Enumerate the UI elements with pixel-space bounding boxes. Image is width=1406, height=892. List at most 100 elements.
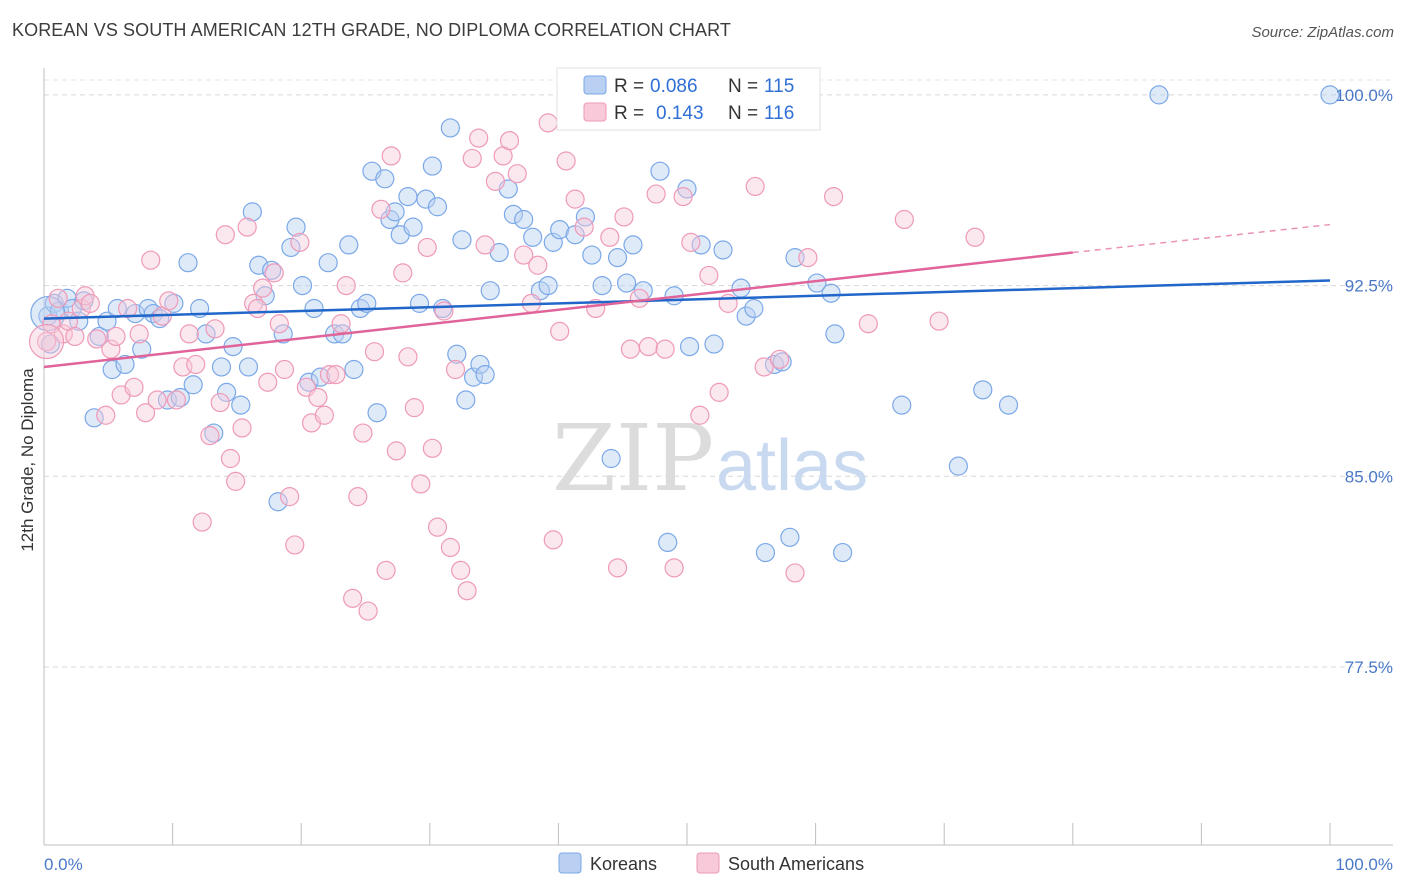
data-point [386, 441, 406, 461]
data-point [84, 408, 104, 428]
y-tick-label: 77.5% [1345, 658, 1393, 677]
data-point [821, 283, 841, 303]
data-point [485, 171, 505, 191]
data-point [470, 354, 490, 375]
legend-swatch-koreans [583, 75, 607, 95]
data-point [499, 131, 520, 151]
data-point [96, 405, 116, 425]
data-point [894, 209, 914, 230]
series-legend-swatch-south-americans [696, 852, 720, 874]
data-point [381, 146, 401, 166]
data-point [404, 398, 424, 418]
axes [43, 68, 1393, 846]
data-point [192, 512, 212, 532]
data-point [690, 405, 710, 425]
data-point [314, 405, 334, 425]
data-point-cluster [28, 323, 65, 360]
data-point [736, 306, 756, 326]
data-point [65, 326, 85, 347]
data-point [679, 337, 700, 357]
data-point [398, 347, 418, 367]
legend-r-value-south-americans: 0.143 [656, 103, 704, 124]
data-point [367, 403, 387, 423]
data-point [646, 184, 666, 204]
data-point [582, 245, 602, 265]
data-point [220, 448, 241, 469]
data-point [785, 563, 805, 583]
data-point [308, 387, 328, 408]
watermark: ZIP atlas [552, 405, 868, 512]
data-point [343, 588, 363, 608]
data-point [179, 324, 199, 344]
data-point [249, 255, 269, 275]
data-point [200, 426, 220, 446]
data-point [290, 232, 310, 252]
data-point [427, 197, 448, 217]
series-legend-swatch-koreans [558, 852, 582, 874]
data-point [226, 471, 246, 491]
data-point [253, 278, 273, 298]
data-point [434, 301, 454, 321]
data-point [262, 260, 282, 280]
data-point [858, 314, 878, 334]
data-point [469, 128, 489, 148]
data-point [292, 275, 313, 296]
legend-n-value-south-americans: 116 [764, 103, 794, 124]
data-point [480, 281, 500, 301]
x-tick-label-min: 0.0% [44, 855, 83, 874]
data-point [269, 314, 289, 334]
data-point [929, 311, 949, 331]
data-point [503, 204, 523, 224]
data-point [574, 217, 594, 237]
data-point [451, 560, 471, 580]
data-point [713, 240, 733, 260]
data-point [699, 265, 719, 286]
data-point [556, 151, 576, 171]
data-point [353, 423, 373, 443]
data-point-cluster [30, 295, 66, 332]
data-point [318, 253, 338, 273]
data-point [528, 255, 548, 275]
data-point [592, 275, 612, 296]
data-point [286, 217, 306, 237]
data-point [543, 530, 563, 550]
data-point [616, 273, 637, 293]
trend-lines [43, 223, 1331, 369]
data-point [780, 527, 800, 547]
data-point [1320, 85, 1340, 105]
data-point [336, 275, 356, 296]
data-point [655, 339, 675, 359]
data-point [375, 169, 395, 189]
data-point [141, 250, 161, 270]
data-point [178, 253, 198, 273]
chart-source: Source: ZipAtlas.com [1251, 24, 1394, 41]
data-point [745, 176, 765, 197]
data-point [242, 202, 262, 222]
data-point [427, 517, 448, 537]
data-point [456, 390, 476, 410]
data-point [217, 382, 237, 402]
series-legend-koreans: Koreans [590, 854, 657, 874]
data-point [299, 372, 319, 392]
data-point [135, 403, 156, 423]
data-point [319, 364, 340, 385]
data-point [237, 217, 257, 237]
data-point [164, 293, 184, 313]
data-point [211, 357, 232, 377]
data-point [772, 352, 792, 372]
data-point [280, 487, 300, 507]
data-point [447, 344, 467, 364]
data-point [48, 288, 68, 308]
data-point [673, 186, 693, 207]
series-legend-south-americans: South Americans [728, 854, 864, 874]
y-tick-label: 92.5% [1345, 277, 1393, 296]
data-point [507, 164, 527, 184]
data-point [833, 542, 853, 563]
data-point [681, 232, 701, 252]
trend-line-extension [1072, 223, 1331, 254]
data-point [575, 207, 596, 227]
data-point [403, 217, 423, 237]
y-tick-label: 85.0% [1345, 467, 1393, 486]
data-point [755, 542, 776, 563]
